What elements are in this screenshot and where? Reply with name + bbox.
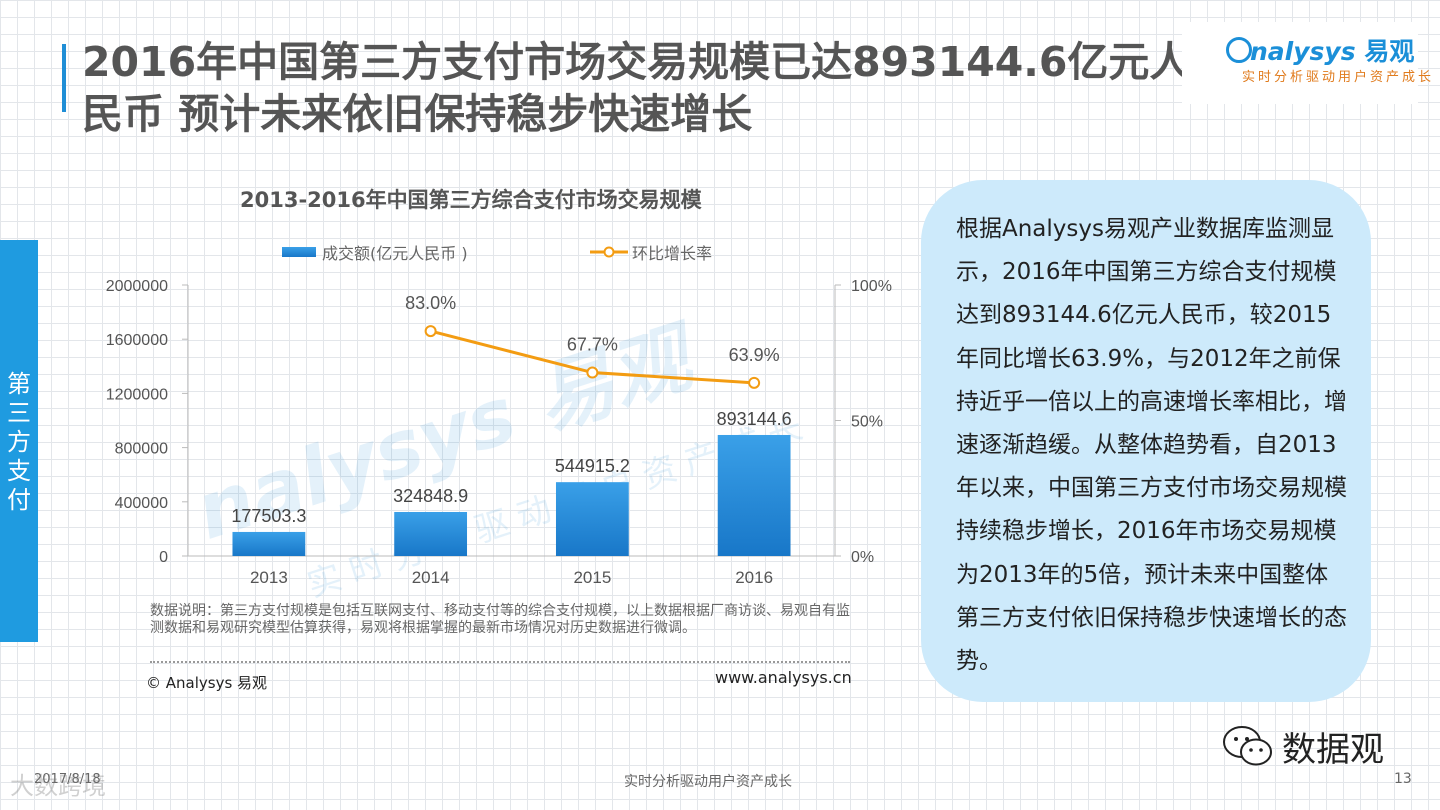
legend-bar: 成交额(亿元人民币 ) — [282, 240, 468, 264]
footer-watermark-brand: 大数跨境 — [10, 772, 106, 800]
footer-tagline: 实时分析驱动用户资产成长 — [624, 774, 792, 790]
summary-text: 根据Analysys易观产业数据库监测显示，2016年中国第三方综合支付规模达到… — [956, 216, 1347, 675]
x-tick-label: 2015 — [573, 568, 611, 587]
left-tick-label: 1200000 — [106, 386, 168, 403]
x-tick-label: 2014 — [412, 568, 450, 587]
growth-rate-label: 83.0% — [405, 293, 456, 313]
copyright: © Analysys 易观 — [146, 674, 268, 692]
right-tick-label: 100% — [851, 278, 892, 295]
data-note: 数据说明：第三方支付规模是包括互联网支付、移动支付等的综合支付规模，以上数据根据… — [150, 603, 850, 636]
title-accent-bar — [62, 44, 66, 112]
bar-2013 — [232, 531, 306, 556]
page-title: 2016年中国第三方支付市场交易规模已达893144.6亿元人民币 预计未来依旧… — [82, 38, 1191, 138]
logo-tagline: 实时分析驱动用户资产成长 — [1242, 70, 1435, 85]
left-tick-label: 1600000 — [106, 332, 168, 349]
side-tab-label: 第三方支付 — [7, 370, 31, 514]
growth-rate-point — [748, 376, 761, 389]
bar-value-label: 893144.6 — [717, 409, 792, 429]
note-divider — [150, 661, 850, 663]
analysys-logo: nalysys 易观 实时分析驱动用户资产成长 — [1182, 22, 1431, 104]
left-tick-label: 400000 — [115, 495, 168, 512]
wechat-icon — [1223, 725, 1272, 765]
summary-box: 根据Analysys易观产业数据库监测显示，2016年中国第三方综合支付规模达到… — [921, 180, 1371, 702]
growth-rate-label: 67.7% — [567, 335, 618, 355]
bar-value-label: 324848.9 — [393, 486, 468, 506]
bar-value-label: 544915.2 — [555, 456, 630, 476]
x-tick-label: 2013 — [250, 568, 288, 587]
legend-bar-label: 成交额(亿元人民币 ) — [322, 244, 468, 263]
bar-2015 — [555, 482, 629, 556]
bar-2014 — [394, 511, 468, 556]
growth-rate-point — [586, 366, 599, 379]
bar-2016 — [717, 434, 791, 556]
wechat-badge: 数据观 — [1222, 722, 1384, 771]
right-tick-label: 0% — [851, 549, 874, 566]
chart-canvas: 0 400000 800000 1200000 1600000 2000000 0% 50% 1… — [106, 278, 892, 587]
legend-bar-swatch — [282, 247, 316, 257]
x-tick-label: 2016 — [735, 568, 773, 587]
left-tick-label: 2000000 — [106, 278, 168, 295]
legend-line: 环比增长率 — [590, 240, 712, 264]
legend-line-label: 环比增长率 — [632, 244, 713, 263]
left-tick-label: 800000 — [115, 441, 168, 458]
left-tick-label: 0 — [159, 549, 168, 566]
right-tick-label: 50% — [851, 414, 883, 431]
website-link[interactable]: www.analysys.cn — [715, 668, 852, 687]
footer-date: 2017/8/18 — [34, 772, 101, 787]
growth-rate-label: 63.9% — [729, 345, 780, 365]
growth-rate-point — [424, 325, 437, 338]
section-side-tab: 第三方支付 — [0, 240, 38, 642]
page-number: 13 — [1394, 771, 1412, 787]
legend-line-swatch — [590, 246, 628, 258]
logo-wordmark: nalysys 易观 — [1226, 32, 1414, 68]
chart-title: 2013-2016年中国第三方综合支付市场交易规模 — [240, 188, 702, 212]
bar-value-label: 177503.3 — [231, 506, 306, 526]
wechat-label: 数据观 — [1282, 730, 1384, 770]
logo-circle-icon — [1226, 37, 1252, 63]
